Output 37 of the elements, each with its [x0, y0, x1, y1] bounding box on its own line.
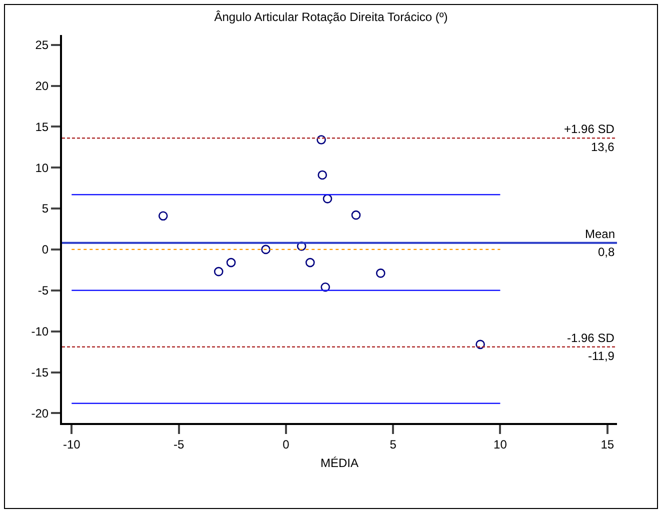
y-tick-label: -5 [38, 284, 49, 298]
x-axis-title: MÉDIA [320, 456, 359, 470]
y-tick-label: 0 [42, 242, 49, 257]
x-tick-label: 10 [494, 437, 508, 452]
annotation: 13,6 [591, 140, 615, 154]
annotation: 0,8 [598, 245, 616, 259]
ref-line-label: +1.96 SD [564, 122, 615, 136]
y-tick-label: -20 [31, 406, 49, 420]
y-tick-label: -10 [31, 324, 49, 339]
point [226, 258, 236, 268]
y-tick-label: 10 [35, 160, 49, 175]
point [320, 282, 330, 292]
point [376, 268, 386, 278]
point [305, 258, 315, 268]
y-tick-label: -15 [31, 365, 49, 380]
x-tick-label: -5 [173, 437, 184, 452]
point [261, 244, 270, 254]
ref-line-label: Mean [585, 227, 616, 241]
y-tick-label: 25 [35, 38, 49, 52]
point [316, 135, 326, 144]
y-tick-label: 5 [42, 202, 49, 216]
x-tick-label: -10 [62, 437, 81, 452]
y-tick-label: 20 [35, 78, 49, 93]
x-tick-label: 0 [282, 437, 290, 452]
point [351, 210, 361, 220]
x-tick-label: 5 [390, 437, 397, 452]
ref-line-label: -1.96 SD [567, 331, 615, 345]
annotation: -11,9 [588, 349, 615, 363]
point [476, 340, 485, 350]
y-tick-label: 15 [35, 120, 49, 134]
x-tick-label: 15 [600, 437, 614, 452]
point [318, 170, 328, 180]
point [322, 194, 332, 204]
point [296, 242, 306, 251]
point [158, 211, 168, 221]
point [214, 266, 224, 276]
chart-title: Ângulo Articular Rotação Direita Torácico (º) [214, 10, 448, 24]
